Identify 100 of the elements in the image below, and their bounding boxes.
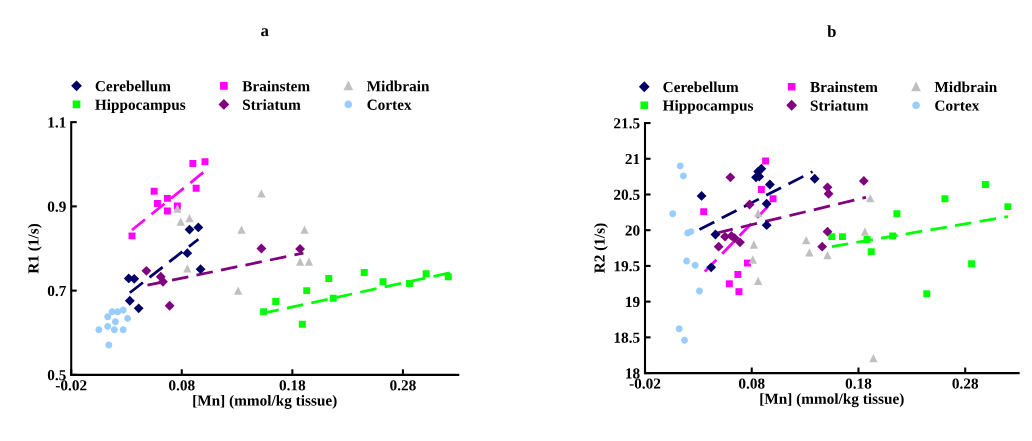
legend-label: Midbrain (934, 81, 997, 93)
x-tick-label: -0.02 (629, 378, 661, 389)
point (753, 276, 763, 286)
point (753, 208, 763, 218)
point (176, 217, 185, 226)
chart-title: b (827, 25, 836, 38)
y-tick-label: 19.5 (614, 261, 640, 272)
point (325, 274, 333, 282)
point (809, 173, 820, 184)
point (257, 189, 266, 198)
y-axis-title: R2 (1/s) (593, 223, 608, 274)
point (700, 208, 708, 216)
point (104, 322, 112, 330)
x-tick-label: 0.18 (279, 380, 306, 391)
point (757, 186, 765, 193)
point (696, 191, 707, 201)
point (867, 248, 875, 256)
point (256, 243, 267, 254)
point (860, 227, 870, 236)
y-axis-title: R1 (1/s) (27, 223, 42, 274)
point (141, 265, 152, 276)
point (691, 261, 699, 269)
point (303, 287, 311, 295)
point (234, 286, 243, 295)
point (858, 176, 869, 186)
legend-label: Cerebellum (663, 81, 739, 93)
point (982, 181, 989, 188)
x-tick-label: 0.18 (845, 378, 872, 389)
point (119, 326, 127, 334)
point (104, 313, 112, 321)
point (893, 210, 901, 218)
point (237, 225, 246, 234)
point (124, 295, 135, 306)
point (295, 244, 305, 254)
y-tick-label: 0.9 (47, 201, 66, 212)
point (941, 195, 949, 203)
legend-label: Cortex (935, 100, 980, 111)
chart-title: a (261, 28, 269, 37)
point (748, 255, 757, 264)
point (164, 300, 175, 311)
legend-label: Striatum (243, 99, 301, 110)
point (675, 325, 683, 333)
point (706, 262, 717, 273)
legend-label: Midbrain (366, 80, 430, 92)
point (669, 210, 677, 218)
point (923, 290, 931, 298)
point (163, 194, 171, 202)
x-tick-label: 0.08 (738, 378, 765, 389)
point (838, 233, 846, 241)
legend-label: Cortex (367, 99, 412, 110)
point (681, 336, 688, 344)
point (725, 172, 736, 183)
point (124, 314, 132, 322)
y-tick-label: 20.5 (614, 189, 640, 200)
y-tick-label: 1.1 (48, 117, 66, 128)
point (744, 199, 755, 210)
x-tick-label: 0.08 (168, 380, 195, 391)
point (111, 318, 119, 326)
point (329, 294, 337, 302)
point (295, 257, 305, 266)
point (105, 341, 113, 349)
point (735, 288, 743, 296)
point (761, 198, 772, 209)
point (802, 236, 811, 245)
point (725, 280, 733, 288)
x-axis-title: [Mn] (mmol/kg tissue) (193, 394, 337, 409)
point (110, 326, 118, 334)
x-tick-label: -0.02 (55, 380, 87, 391)
legend-label: Hippocampus (662, 100, 754, 114)
x-axis-title: [Mn] (mmol/kg tissue) (760, 393, 904, 408)
point (968, 260, 976, 268)
point (762, 157, 770, 165)
point (406, 279, 414, 287)
point (192, 184, 200, 192)
point (185, 214, 194, 223)
point (713, 241, 724, 252)
point (720, 231, 730, 242)
point (695, 287, 703, 295)
point (822, 226, 833, 237)
point (153, 199, 161, 207)
point (444, 273, 452, 281)
point (1004, 203, 1012, 211)
y-tick-label: 0.5 (47, 369, 66, 381)
point (761, 220, 772, 231)
point (683, 257, 691, 265)
point (182, 248, 193, 259)
point (150, 187, 158, 195)
point (133, 303, 144, 314)
point (114, 308, 122, 316)
point (260, 308, 268, 316)
point (195, 264, 206, 275)
y-tick-label: 21.5 (614, 118, 640, 129)
legend-label: Striatum (810, 100, 869, 111)
point (817, 241, 828, 252)
point (823, 251, 832, 260)
point (734, 271, 742, 278)
point (764, 179, 775, 190)
point (189, 159, 197, 167)
point (769, 195, 777, 203)
legend-label: Brainstem (810, 81, 878, 93)
